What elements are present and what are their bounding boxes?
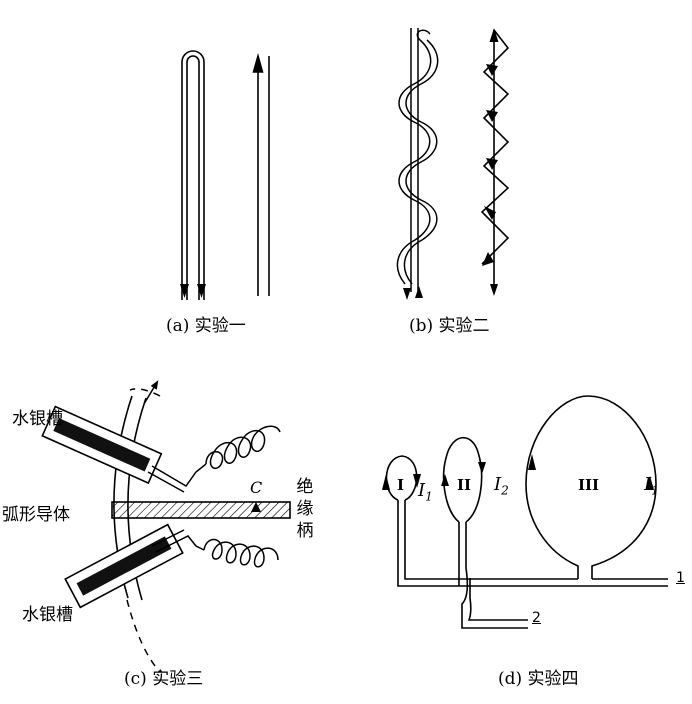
panel-a-straight-wires [252,53,270,296]
caption-c: (c) 实验三 [124,669,204,689]
panel-c-top-coil-lead [147,425,281,493]
panel-c-insulated-handle [111,501,291,519]
panel-a-current-arrows [180,284,206,298]
panel-b-wire-arrows [403,286,423,300]
caption-d: (d) 实验四 [498,669,579,689]
panel-c-bottom-mercury-trough [64,523,184,609]
panel-c-point-c-marker [251,502,261,512]
label-terminal-2: 2 [532,610,541,626]
label-point-c: C [250,478,263,497]
caption-a: (a) 实验一 [166,316,246,336]
panel-d-circuit [385,395,668,629]
panel-c-arc-arrow [143,380,159,405]
panel-c-dashed-arc [126,388,161,673]
label-current-loop-1: I1 [418,480,433,504]
label-loop-2: II [457,476,472,494]
label-terminal-1: 1 [676,570,685,586]
panel-d-current-arrows [382,454,654,490]
label-mercury-trough-bottom: 水银槽 [22,605,73,625]
panel-b-zigzag-arrows [482,28,499,296]
panel-a-hairpin-wire [181,50,205,300]
label-loop-1: I [397,476,405,494]
label-loop-3: III [578,476,600,494]
label-arc-conductor: 弧形导体 [2,505,70,525]
panel-b-helix-wire [396,29,439,285]
label-current-loop-3: I1 [644,474,659,498]
caption-b: (b) 实验二 [409,316,490,336]
panel-c-bottom-coil-lead [151,529,279,568]
label-insulated-handle: 绝缘柄 [296,477,314,541]
label-mercury-trough-top: 水银槽 [12,409,63,429]
label-current-loop-2: I2 [494,474,509,498]
